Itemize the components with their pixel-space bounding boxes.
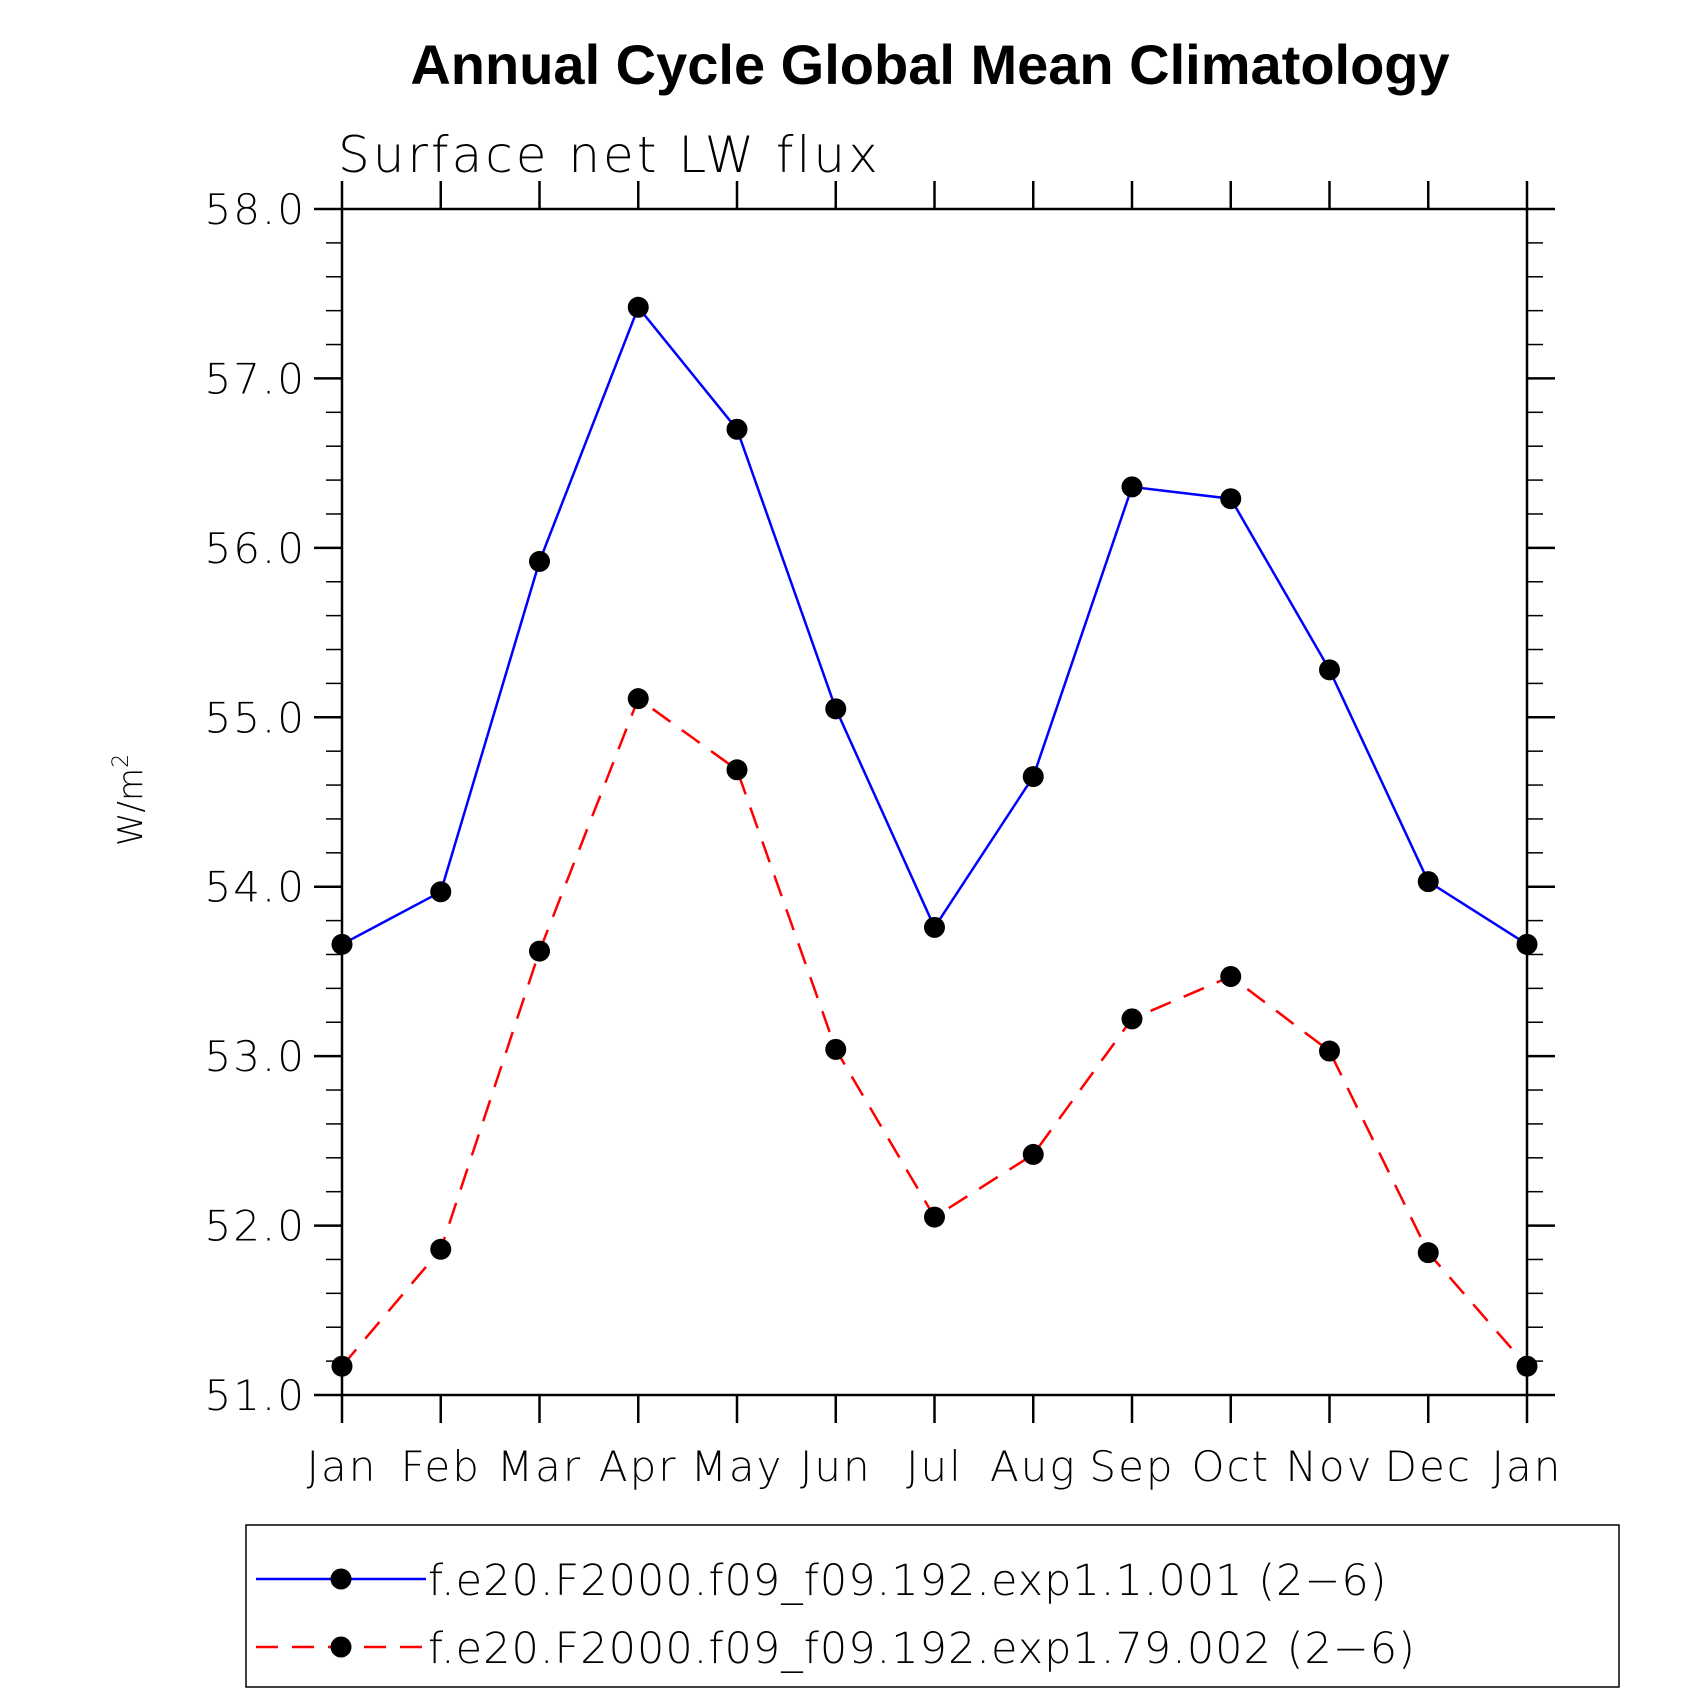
series-2-point <box>1121 1008 1143 1030</box>
series-2-point <box>825 1038 847 1060</box>
series-1-point <box>1220 488 1242 510</box>
x-tick-label: May <box>691 1442 784 1491</box>
x-tick-label: Jan <box>1492 1442 1563 1491</box>
series-1-point <box>1022 766 1044 788</box>
y-axis-label-superscript: 2 <box>109 754 134 768</box>
x-tick-label: Jan <box>307 1442 378 1491</box>
legend-label-2: f.e20.F2000.f09_f09.192.exp1.79.002 (2−6… <box>428 1624 1416 1674</box>
series-2-point <box>529 940 550 962</box>
axes: 51.0 52.0 53.0 54.0 55.0 56.0 57.0 58.0 Jan Feb Ma… <box>204 181 1563 1491</box>
series-1-point <box>529 550 550 572</box>
series-1-point <box>726 418 748 440</box>
series-2-point <box>726 759 748 781</box>
legend-items: f.e20.F2000.f09_f09.192.exp1.1.001 (2−6)… <box>256 1556 1416 1674</box>
series-1-point <box>331 933 353 955</box>
series-1-point <box>1516 933 1538 955</box>
legend: f.e20.F2000.f09_f09.192.exp1.1.001 (2−6)… <box>245 1524 1620 1688</box>
y-tick-label: 56.0 <box>204 524 306 573</box>
series-2-point <box>1022 1143 1044 1165</box>
y-tick-label: 52.0 <box>204 1202 306 1251</box>
series-2-point <box>1319 1040 1340 1062</box>
x-tick-label: Sep <box>1089 1442 1174 1491</box>
x-tick-label: Apr <box>599 1442 678 1491</box>
series-1-point <box>430 881 452 903</box>
x-tick-label: Dec <box>1385 1442 1472 1491</box>
y-tick-label: 58.0 <box>204 185 306 234</box>
legend-label-1: f.e20.F2000.f09_f09.192.exp1.1.001 (2−6) <box>428 1556 1388 1606</box>
x-tick-label: Aug <box>990 1442 1077 1491</box>
series-layer <box>331 296 1538 1377</box>
series-1-point <box>627 296 649 318</box>
series-1-point <box>825 698 847 720</box>
series-2-point <box>627 688 649 710</box>
y-axis-label: W/m2 <box>109 754 151 846</box>
y-axis-label-text: W/m <box>111 768 151 846</box>
series-2-point <box>924 1206 945 1228</box>
x-tick-label: Jun <box>800 1442 872 1491</box>
legend-marker-1 <box>330 1568 352 1590</box>
chart-title: Annual Cycle Global Mean Climatology <box>410 33 1449 96</box>
y-tick-label: 53.0 <box>204 1032 306 1081</box>
legend-marker-2 <box>330 1636 352 1658</box>
series-line-2 <box>341 696 1528 1368</box>
x-tick-label: Nov <box>1286 1442 1374 1491</box>
series-2-point <box>430 1238 452 1260</box>
series-1-point <box>1121 476 1143 498</box>
y-tick-label: 55.0 <box>204 693 306 742</box>
x-tick-label: Jul <box>906 1442 963 1491</box>
series-1-point <box>924 916 945 938</box>
y-tick-label: 57.0 <box>204 354 306 403</box>
x-tick-label: Feb <box>401 1442 481 1491</box>
series-2-point <box>1516 1355 1538 1377</box>
y-tick-label: 51.0 <box>204 1371 306 1420</box>
y-tick-label: 54.0 <box>204 863 306 912</box>
series-2-point <box>331 1355 353 1377</box>
legend-box <box>245 1524 1620 1688</box>
series-line-1 <box>341 304 1528 946</box>
x-tick-label: Mar <box>497 1442 582 1491</box>
chart-subtitle: Surface net LW flux <box>338 126 881 184</box>
series-1-point <box>1417 871 1439 893</box>
series-1-point <box>1319 659 1340 681</box>
x-tick-label: Oct <box>1191 1442 1270 1491</box>
series-2-point <box>1220 966 1242 988</box>
series-2-point <box>1417 1242 1439 1264</box>
